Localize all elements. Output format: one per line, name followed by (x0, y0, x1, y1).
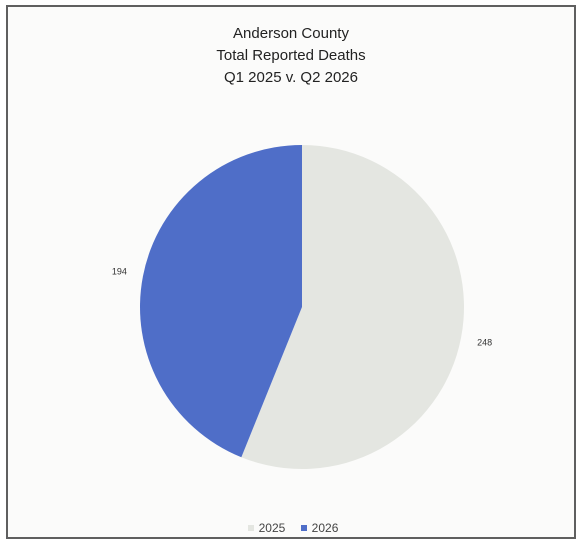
pie-slice-2026 (140, 145, 302, 458)
data-label-2026: 194 (112, 267, 127, 277)
pie-chart: 248 194 (112, 145, 492, 470)
chart-legend: 2025 2026 (8, 520, 578, 535)
legend-item-2025: 2025 (247, 521, 286, 535)
legend-swatch-2026 (300, 525, 307, 531)
pie-slice-2025 (241, 145, 465, 470)
chart-title: Anderson County Total Reported Deaths Q1… (8, 23, 574, 89)
chart-title-line-2: Total Reported Deaths (216, 47, 366, 64)
legend-item-2026: 2026 (300, 521, 339, 535)
legend-swatch-2025 (247, 525, 254, 531)
chart-frame: Anderson County Total Reported Deaths Q1… (6, 5, 576, 539)
chart-title-line-3: Q1 2025 v. Q2 2026 (224, 69, 358, 86)
data-label-2025: 248 (477, 337, 492, 347)
legend-label-2026: 2026 (311, 521, 339, 535)
chart-title-line-1: Anderson County (233, 25, 349, 42)
legend-label-2025: 2025 (258, 521, 286, 535)
